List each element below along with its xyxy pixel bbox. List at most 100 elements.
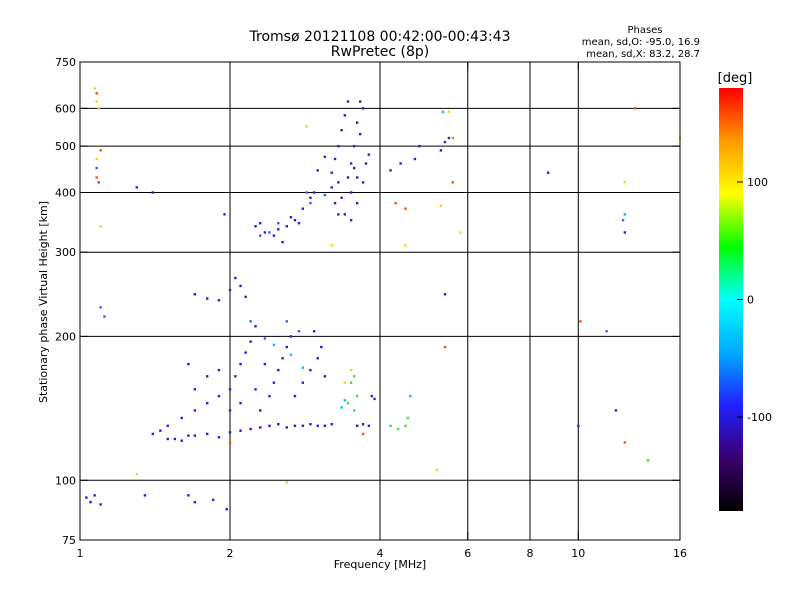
data-point [89,500,92,504]
y-tick-label: 300 [55,246,76,259]
data-point [263,362,267,366]
data-point [187,362,190,366]
data-point [281,357,284,360]
data-point [263,231,267,234]
data-point [285,426,288,429]
data-point [293,394,297,398]
data-point [297,330,301,333]
data-point [259,222,262,225]
data-point [623,441,627,444]
chart-title: Tromsø 20121108 00:42:00-00:43:43 [249,29,511,45]
y-tick-label: 600 [55,102,76,115]
data-point [193,409,197,412]
y-tick-label: 400 [55,186,76,199]
data-point [309,368,312,372]
data-point [166,424,169,428]
data-point [135,472,138,476]
data-point [367,424,371,428]
data-point [193,434,197,437]
data-point [228,441,232,444]
y-tick-label: 750 [55,56,76,69]
data-point [143,494,147,497]
data-point [346,100,350,103]
data-point [435,468,438,472]
data-point [239,362,242,366]
data-point [95,176,98,179]
data-point [646,459,650,462]
data-point [272,381,276,384]
data-point [605,330,608,333]
data-point [234,375,237,378]
data-point [447,136,451,140]
data-point [239,284,242,288]
colorbar-ticks: 100 0 -100 [737,176,772,424]
data-point [205,297,209,300]
data-point [330,186,333,189]
data-point [361,432,365,436]
data-point [289,353,293,357]
data-point [623,181,627,184]
data-point [211,498,215,502]
data-point [439,204,443,208]
y-tick-label: 100 [55,474,76,487]
grid-lines [80,62,680,540]
data-point [166,437,169,441]
data-point [159,429,162,432]
data-point [249,340,252,343]
data-point [249,427,252,431]
x-axis-label: Frequency [MHz] [334,558,426,571]
data-point [418,144,421,148]
data-point [93,87,96,90]
data-point [623,213,627,216]
data-point [340,196,343,199]
data-point [316,357,319,360]
data-point [254,225,257,228]
data-point [323,375,327,378]
data-point [277,368,280,372]
data-point [289,335,293,338]
data-point [99,503,102,506]
data-point [316,424,319,428]
data-point [239,401,242,405]
data-point [305,191,308,194]
data-points [85,87,682,511]
data-point [228,409,232,412]
phase-summary: Phases mean, sd,O: -95.0, 16.9 mean, sd,… [582,25,700,60]
data-point [451,181,455,184]
data-point [340,406,343,409]
data-point [451,136,455,140]
data-point [301,366,305,369]
data-point [244,351,247,354]
data-point [289,216,293,219]
data-point [151,432,155,436]
phase-summary-heading: Phases [627,25,662,36]
data-point [349,191,353,194]
data-point [343,114,347,117]
y-tick-label: 200 [55,330,76,343]
data-point [333,157,337,161]
data-point [367,153,371,156]
y-axis-label: Stationary phase Virtual Height [km] [37,201,50,403]
data-point [330,171,333,174]
data-point [349,381,353,384]
x-tick-label: 6 [464,547,471,560]
data-point [346,401,350,405]
data-point [355,121,359,124]
data-point [355,394,359,398]
data-point [316,169,319,172]
data-point [389,169,392,172]
data-point [205,401,209,405]
data-point [301,207,305,210]
data-point [443,293,447,296]
data-point [268,424,271,428]
data-point [337,181,340,184]
data-point [409,394,412,398]
data-point [277,222,280,225]
data-point [228,388,232,391]
data-point [173,437,177,441]
data-point [404,207,407,210]
data-point [268,231,271,234]
data-point [285,345,288,349]
data-point [309,201,312,205]
data-point [343,213,347,216]
